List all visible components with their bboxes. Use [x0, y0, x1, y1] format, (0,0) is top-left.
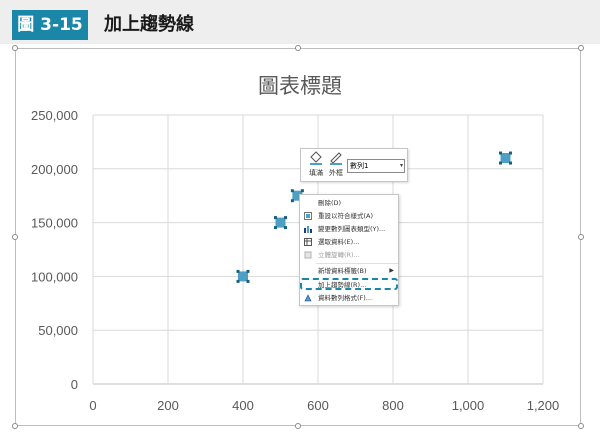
resize-handle-top[interactable]	[295, 45, 301, 51]
resize-handle-bottom-left[interactable]	[12, 423, 18, 429]
x-tick-label: 0	[89, 398, 96, 413]
resize-handle-right[interactable]	[578, 234, 584, 240]
chart-type-icon	[304, 225, 312, 233]
menu-item-label: 立體旋轉(R)...	[318, 251, 360, 259]
menu-item-label: 重設以符合樣式(A)	[318, 212, 374, 220]
submenu-arrow-icon: ▶	[389, 267, 394, 274]
y-tick-label: 0	[71, 377, 78, 392]
menu-item-label: 加上趨勢線(R)...	[318, 281, 367, 289]
outline-label: 外框	[329, 169, 343, 177]
menu-item-label: 新增資料標籤(B)	[318, 267, 367, 275]
menu-item-label: 資料數列格式(F)...	[318, 294, 373, 302]
point-selection-handle	[509, 151, 512, 155]
menu-item-label: 選取資料(E)...	[318, 238, 360, 246]
resize-handle-bottom-right[interactable]	[578, 423, 584, 429]
x-tick-label: 200	[157, 398, 179, 413]
resize-handle-top-right[interactable]	[578, 45, 584, 51]
point-selection-handle	[509, 161, 512, 165]
x-tick-label: 1,200	[527, 398, 560, 413]
data-point[interactable]	[238, 271, 248, 282]
menu-item-label: 刪除(D)	[318, 199, 342, 207]
rotate-3d-icon	[304, 251, 312, 259]
pen-outline-icon	[325, 151, 347, 169]
chart-title[interactable]: 圖表標題	[258, 74, 342, 98]
paint-bucket-icon	[305, 151, 327, 169]
series-dropdown-value: 數列1	[350, 162, 369, 170]
mini-toolbar: 填滿 外框 數列1 ▾	[300, 148, 408, 182]
y-tick-label: 200,000	[31, 162, 78, 177]
point-selection-handle	[499, 161, 502, 165]
figure-header: 圖 3-15 加上趨勢線	[0, 0, 600, 44]
data-point[interactable]	[500, 153, 511, 164]
point-selection-handle	[300, 189, 304, 193]
figure-title: 加上趨勢線	[104, 14, 194, 35]
resize-handle-top-left[interactable]	[12, 45, 18, 51]
point-selection-handle	[284, 216, 287, 220]
point-selection-handle	[274, 216, 277, 220]
outline-button[interactable]: 外框	[325, 151, 347, 181]
context-menu: 刪除(D) 重設以符合樣式(A) 變更數列圖表類型(Y)... 選取資料(E).…	[299, 194, 399, 306]
menu-item-format-data-series[interactable]: 資料數列格式(F)...	[300, 292, 398, 304]
menu-item-reset-style[interactable]: 重設以符合樣式(A)	[300, 210, 398, 222]
menu-item-label: 變更數列圖表類型(Y)...	[318, 225, 386, 233]
menu-item-add-data-labels[interactable]: 新增資料標籤(B) ▶	[300, 265, 398, 277]
point-selection-handle	[274, 226, 277, 230]
menu-item-delete[interactable]: 刪除(D)	[300, 197, 398, 209]
menu-item-add-trendline[interactable]: 加上趨勢線(R)...	[300, 279, 398, 291]
x-tick-label: 400	[232, 398, 254, 413]
point-selection-handle	[236, 269, 240, 273]
y-tick-label: 250,000	[31, 108, 78, 123]
menu-item-3d-rotation: 立體旋轉(R)...	[300, 249, 398, 261]
point-selection-handle	[290, 189, 294, 193]
resize-handle-bottom[interactable]	[295, 423, 301, 429]
chevron-down-icon: ▾	[399, 162, 403, 169]
menu-item-change-chart-type[interactable]: 變更數列圖表類型(Y)...	[300, 223, 398, 235]
menu-separator	[316, 263, 398, 264]
series-dropdown[interactable]: 數列1 ▾	[347, 159, 405, 173]
point-selection-handle	[284, 226, 287, 230]
point-selection-handle	[246, 269, 250, 273]
x-tick-label: 1,000	[452, 398, 485, 413]
y-tick-label: 150,000	[31, 216, 78, 231]
point-selection-handle	[246, 279, 250, 283]
format-series-icon	[304, 294, 312, 302]
y-tick-label: 100,000	[31, 269, 78, 284]
reset-style-icon	[304, 212, 312, 220]
y-tick-label: 50,000	[38, 323, 78, 338]
point-selection-handle	[290, 199, 294, 203]
menu-item-select-data[interactable]: 選取資料(E)...	[300, 236, 398, 248]
select-data-icon	[304, 238, 312, 246]
data-point[interactable]	[275, 217, 286, 228]
data-point[interactable]	[292, 190, 303, 201]
figure-number-badge: 圖 3-15	[12, 10, 88, 40]
fill-button[interactable]: 填滿	[305, 151, 327, 181]
x-tick-label: 600	[307, 398, 329, 413]
point-selection-handle	[499, 151, 502, 155]
x-tick-label: 800	[382, 398, 404, 413]
point-selection-handle	[236, 279, 240, 283]
resize-handle-left[interactable]	[12, 234, 18, 240]
trendline-highlight-outline	[300, 278, 398, 290]
fill-label: 填滿	[309, 169, 323, 177]
